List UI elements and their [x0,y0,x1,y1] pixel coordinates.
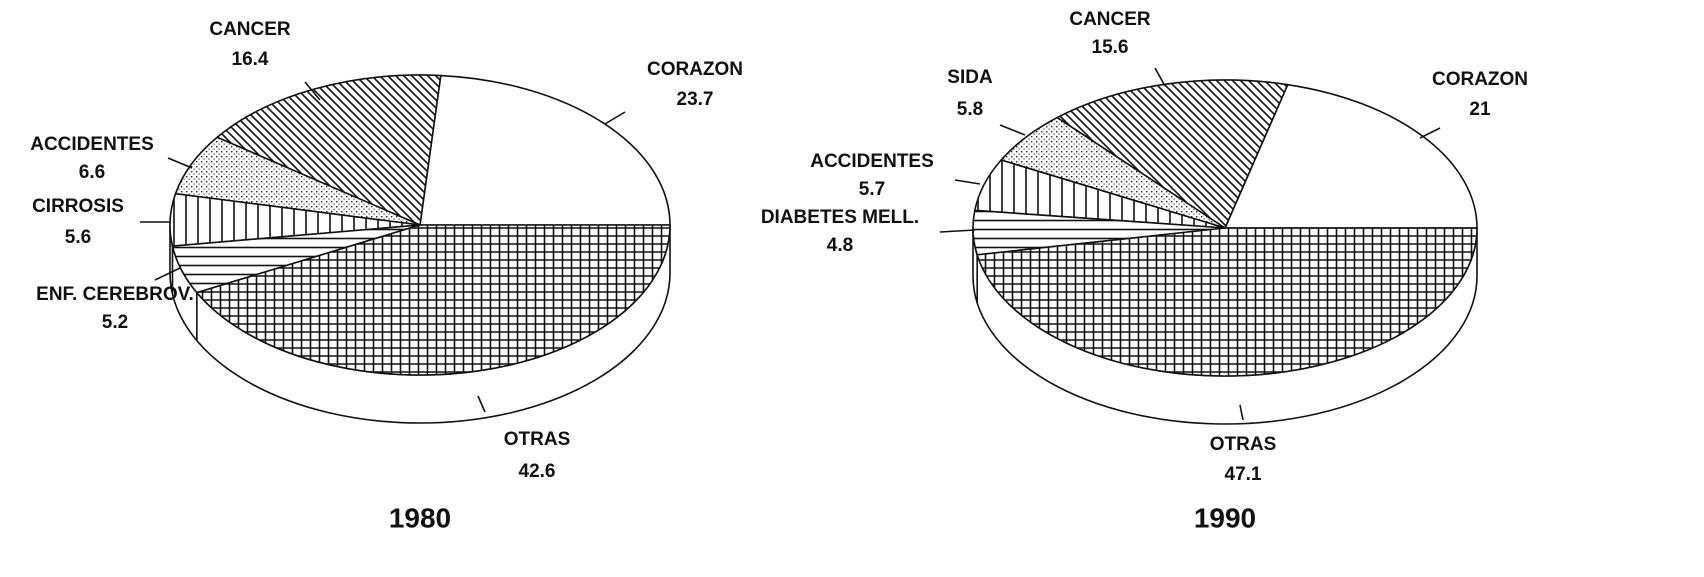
leader-line [167,157,193,169]
slice-label: SIDA [947,67,993,88]
leader-line [1419,127,1441,139]
slice-label: CORAZON [647,59,743,80]
pie-slice [419,74,671,226]
slice-value: 5.7 [859,179,885,200]
slice-label: ACCIDENTES [30,134,154,155]
slice-value: 6.6 [79,162,105,183]
leader-line [954,179,981,185]
slice-label: CORAZON [1432,69,1528,90]
slice-label: OTRAS [504,429,571,450]
slice-label: ENF. CEREBROV. [36,284,194,305]
slice-label: ACCIDENTES [810,151,934,172]
pie-slice [195,224,671,376]
chart-title: 1980 [389,502,451,533]
pie-slice [976,227,1478,377]
pie-slice [215,74,442,227]
leader-line [999,124,1026,136]
leader-line [304,81,321,101]
slice-label: DIABETES MELL. [761,207,919,228]
slice-label: CANCER [209,19,291,40]
leader-line [154,267,181,281]
leader-line [1239,404,1244,421]
chart-title: 1990 [1194,502,1256,533]
leader-line [939,229,976,233]
slice-value: 21 [1469,99,1491,120]
slice-label: CANCER [1069,9,1151,30]
slice-value: 23.7 [677,89,714,110]
leader-line [1154,67,1166,87]
slice-value: 15.6 [1092,37,1129,58]
slice-value: 5.2 [102,312,128,333]
slice-label: CIRROSIS [32,196,124,217]
slice-value: 5.6 [65,227,91,248]
pie-slice [1223,83,1478,229]
slice-label: OTRAS [1210,434,1277,455]
pie-slice [1055,79,1289,230]
leader-line [477,395,486,413]
slice-value: 42.6 [519,461,556,482]
leader-line [604,111,626,125]
slice-value: 5.8 [957,99,983,120]
slice-value: 4.8 [827,235,853,256]
slice-value: 47.1 [1225,464,1262,485]
slice-value: 16.4 [232,49,269,70]
